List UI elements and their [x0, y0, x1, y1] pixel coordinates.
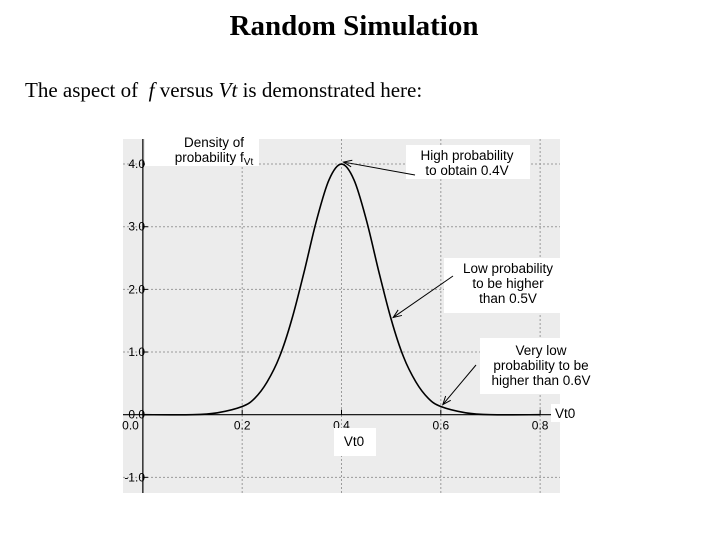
annotation-text-line: Very low: [515, 343, 566, 358]
subtitle-text-middle: versus: [159, 78, 214, 102]
tick-labels: 0.0 0.2 0.4 0.6 0.84.03.02.01.00.0-1.0: [122, 157, 549, 484]
ylabel-text: probability f: [175, 150, 244, 165]
slide-title: Random Simulation: [229, 10, 479, 42]
y-tick-label: 0.0: [128, 408, 145, 422]
slide-subtitle: The aspect of f versus Vt is demonstrate…: [25, 78, 422, 103]
annotation-background: [480, 338, 602, 394]
density-curve: [142, 163, 541, 416]
subtitle-variable-f: f: [148, 78, 155, 102]
ylabel-line-2: probability fVt: [175, 150, 254, 168]
subtitle-text-start: The aspect of: [25, 78, 139, 102]
annotation-text-line: High probability: [420, 148, 513, 163]
annotation-text-line: Low probability: [463, 261, 553, 276]
annotation-arrow-line: [343, 161, 416, 176]
annotation-arrowhead: [392, 309, 403, 319]
annotation-arrowhead: [441, 395, 451, 406]
x-tick-label: 0.6: [432, 419, 449, 433]
annotation-background: [406, 145, 530, 179]
subtitle-text-end: is demonstrated here:: [242, 78, 423, 102]
annotation-arrow-line: [392, 275, 454, 318]
annotation-text-line: probability to be: [493, 358, 588, 373]
ylabel-subscript: Vt: [244, 157, 254, 168]
subtitle-variable-vt: Vt: [218, 78, 238, 102]
x-axis-label: Vt0: [344, 434, 364, 449]
y-tick-label: -1.0: [124, 470, 145, 484]
x-tick-label: 0.0: [122, 419, 139, 433]
xaxis-end-label: Vt0: [555, 406, 575, 421]
xaxis-end-label-background: [551, 404, 585, 422]
ylabel-line-1: Density of: [184, 135, 244, 150]
y-tick-label: 2.0: [128, 282, 145, 296]
annotation-text-line: to obtain 0.4V: [425, 163, 508, 178]
annotation-arrow-line: [442, 364, 477, 405]
x-tick-label: 0.2: [234, 419, 251, 433]
y-tick-label: 3.0: [128, 220, 145, 234]
annotation-background: [444, 258, 570, 313]
ylabel-background: [145, 133, 259, 166]
annotation-text-line: than 0.5V: [479, 291, 537, 306]
x-tick-label: 0.8: [532, 419, 549, 433]
annotation-arrowhead: [342, 159, 353, 168]
annotation-text-line: to be higher: [472, 276, 544, 291]
y-tick-label: 1.0: [128, 345, 145, 359]
y-tick-label: 4.0: [128, 157, 145, 171]
xlabel-background: [334, 428, 376, 456]
annotation-text-line: higher than 0.6V: [491, 373, 590, 388]
